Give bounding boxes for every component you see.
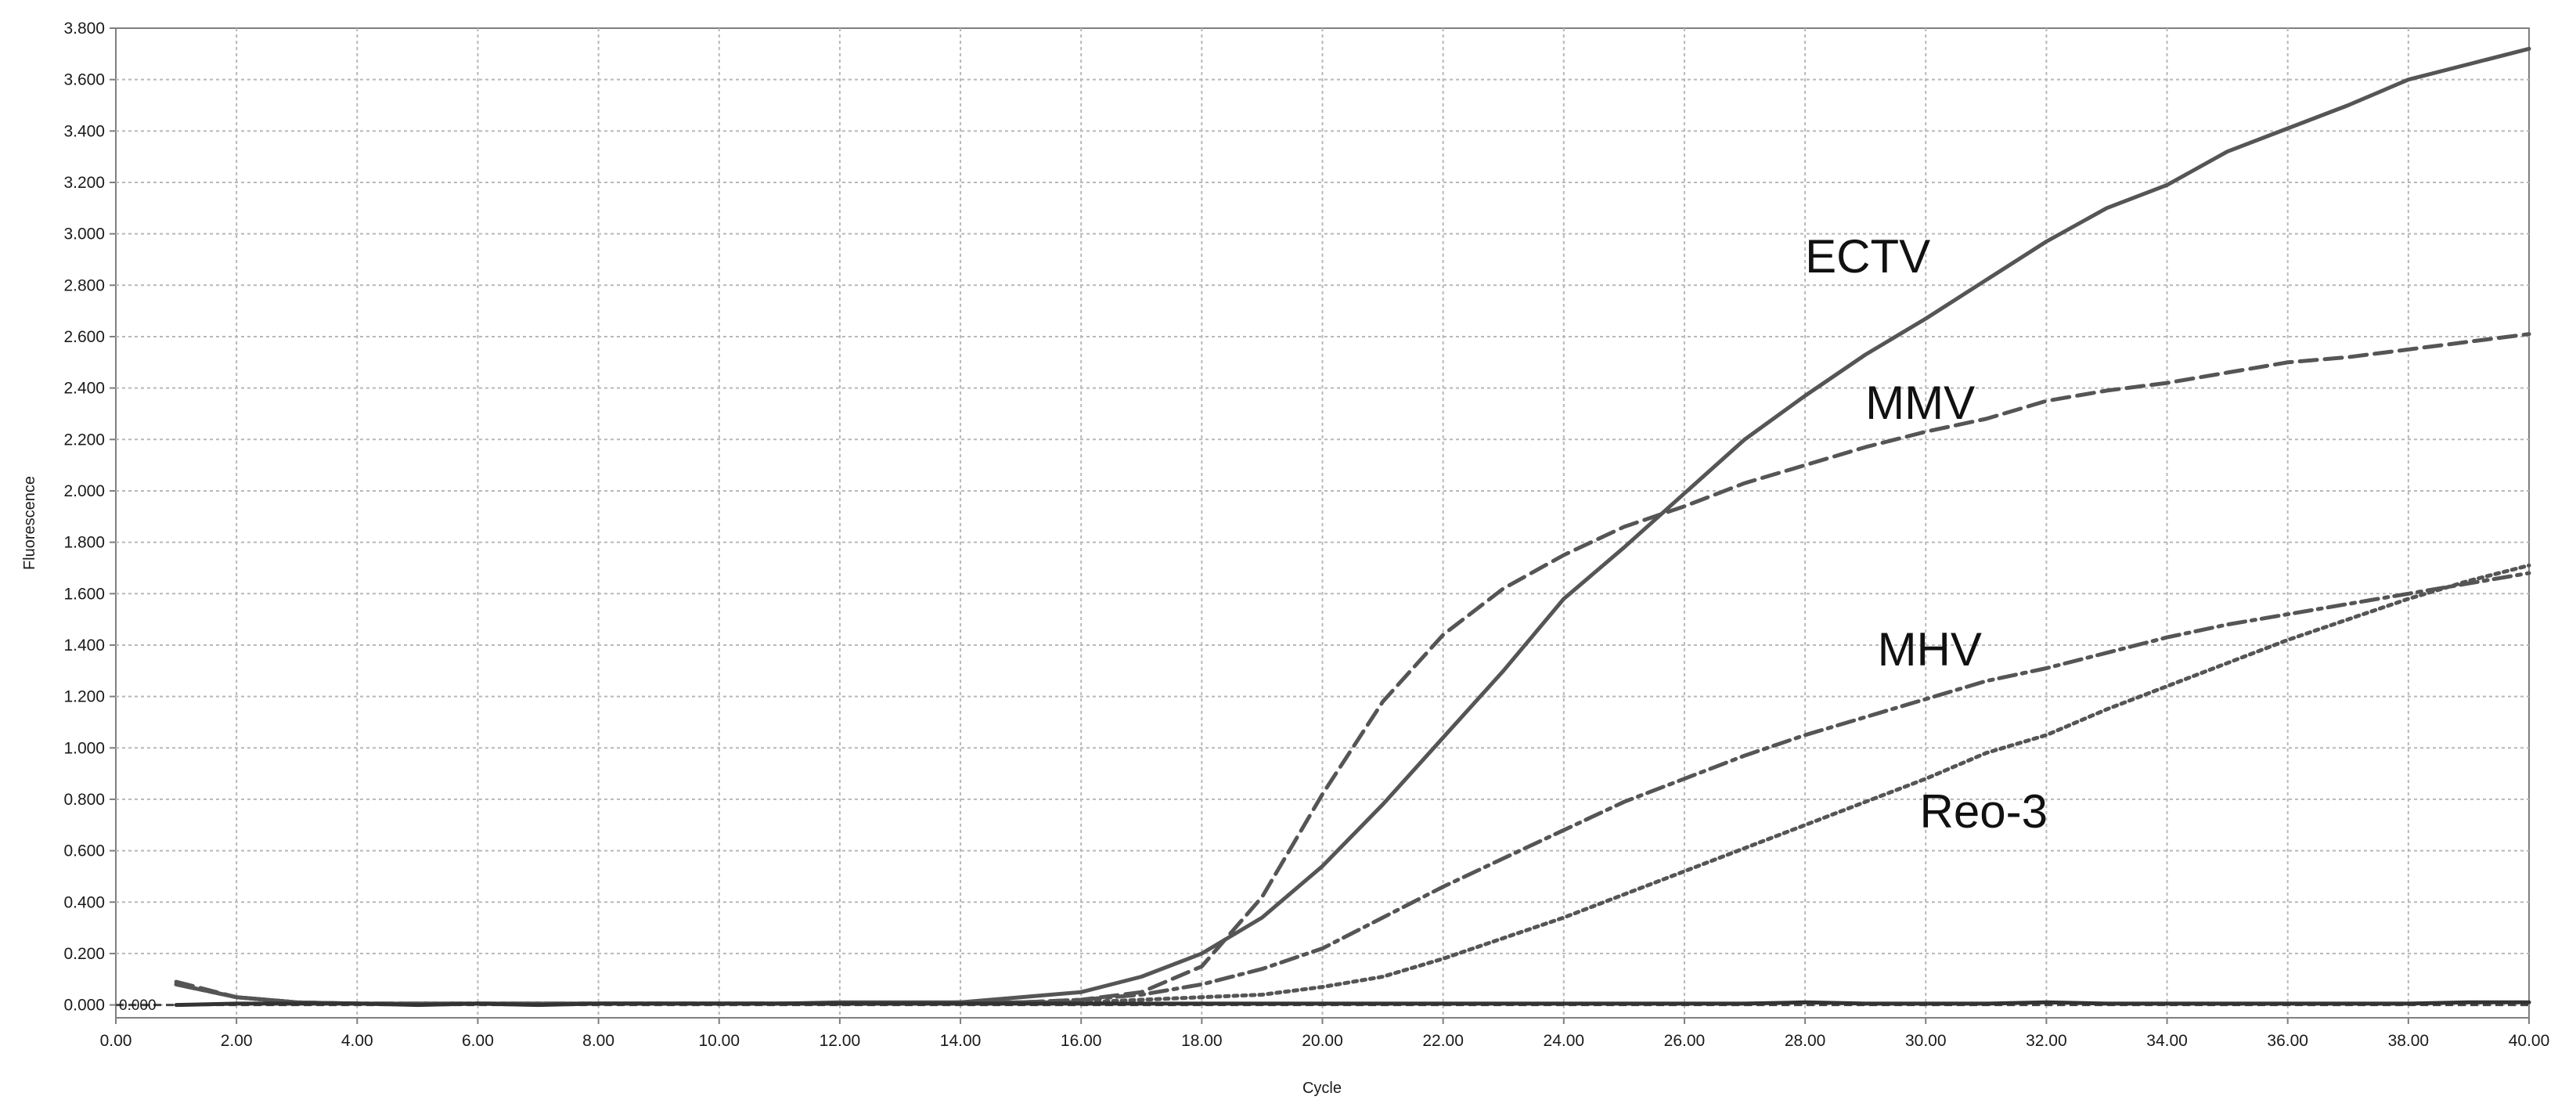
x-tick-label: 10.00 [698, 1032, 740, 1050]
x-tick-label: 36.00 [2267, 1032, 2308, 1050]
y-axis-ticks: 0.000 0.200 0.400 0.600 0.800 1.000 1.200 1.400… [63, 20, 116, 1015]
series-label-reo-3: Reo-3 [1920, 785, 2048, 838]
series-line-reo-3 [174, 563, 2531, 1006]
x-axis-title: Cycle [1302, 1080, 1342, 1097]
threshold-label: 0.000 [119, 997, 157, 1014]
y-tick-label: 2.400 [63, 380, 105, 398]
x-tick-label: 34.00 [2146, 1032, 2188, 1050]
y-tick-label: 1.200 [63, 688, 105, 706]
y-tick-label: 2.600 [63, 328, 105, 346]
x-tick-label: 24.00 [1544, 1032, 1585, 1050]
y-tick-label: 1.400 [63, 637, 105, 655]
y-tick-label: 0.400 [63, 893, 105, 911]
x-tick-label: 12.00 [820, 1032, 861, 1050]
series-label-ectv: ECTV [1805, 230, 1930, 283]
x-tick-label: 28.00 [1785, 1032, 1826, 1050]
x-tick-label: 26.00 [1664, 1032, 1706, 1050]
x-tick-label: 6.00 [462, 1032, 494, 1050]
y-tick-label: 3.800 [63, 20, 105, 38]
y-axis-title: Fluorescence [21, 476, 38, 570]
y-tick-label: 3.400 [63, 122, 105, 140]
y-tick-label: 3.000 [63, 225, 105, 243]
y-tick-label: 0.000 [63, 997, 105, 1015]
x-tick-label: 4.00 [341, 1032, 373, 1050]
y-tick-label: 0.600 [63, 842, 105, 860]
x-tick-label: 40.00 [2509, 1032, 2550, 1050]
y-tick-label: 2.800 [63, 276, 105, 294]
series-label-mmv: MMV [1865, 377, 1975, 429]
x-tick-label: 22.00 [1422, 1032, 1464, 1050]
x-tick-label: 18.00 [1181, 1032, 1223, 1050]
y-tick-label: 3.600 [63, 71, 105, 89]
series-lines [174, 46, 2531, 1008]
x-axis-ticks: 0.00 2.00 4.00 6.00 8.00 10.00 12.00 14.00 16.00… [100, 1018, 2550, 1050]
x-tick-label: 38.00 [2388, 1032, 2430, 1050]
y-tick-label: 1.000 [63, 739, 105, 757]
y-tick-label: 1.600 [63, 585, 105, 603]
y-tick-label: 3.200 [63, 174, 105, 192]
y-tick-label: 0.200 [63, 945, 105, 963]
x-tick-label: 16.00 [1061, 1032, 1102, 1050]
series-line-baseline [174, 1000, 2531, 1008]
x-tick-label: 2.00 [221, 1032, 253, 1050]
x-tick-label: 8.00 [582, 1032, 614, 1050]
x-tick-label: 30.00 [1905, 1032, 1947, 1050]
y-tick-label: 1.800 [63, 534, 105, 552]
y-tick-label: 0.800 [63, 791, 105, 809]
series-label-mhv: MHV [1878, 623, 1982, 676]
x-tick-label: 20.00 [1302, 1032, 1343, 1050]
x-tick-label: 32.00 [2026, 1032, 2067, 1050]
series-labels: ECTV MMV MHV Reo-3 [1805, 230, 2048, 838]
x-tick-label: 0.00 [100, 1032, 132, 1050]
y-tick-label: 2.000 [63, 482, 105, 500]
x-tick-label: 14.00 [940, 1032, 982, 1050]
y-tick-label: 2.200 [63, 431, 105, 449]
